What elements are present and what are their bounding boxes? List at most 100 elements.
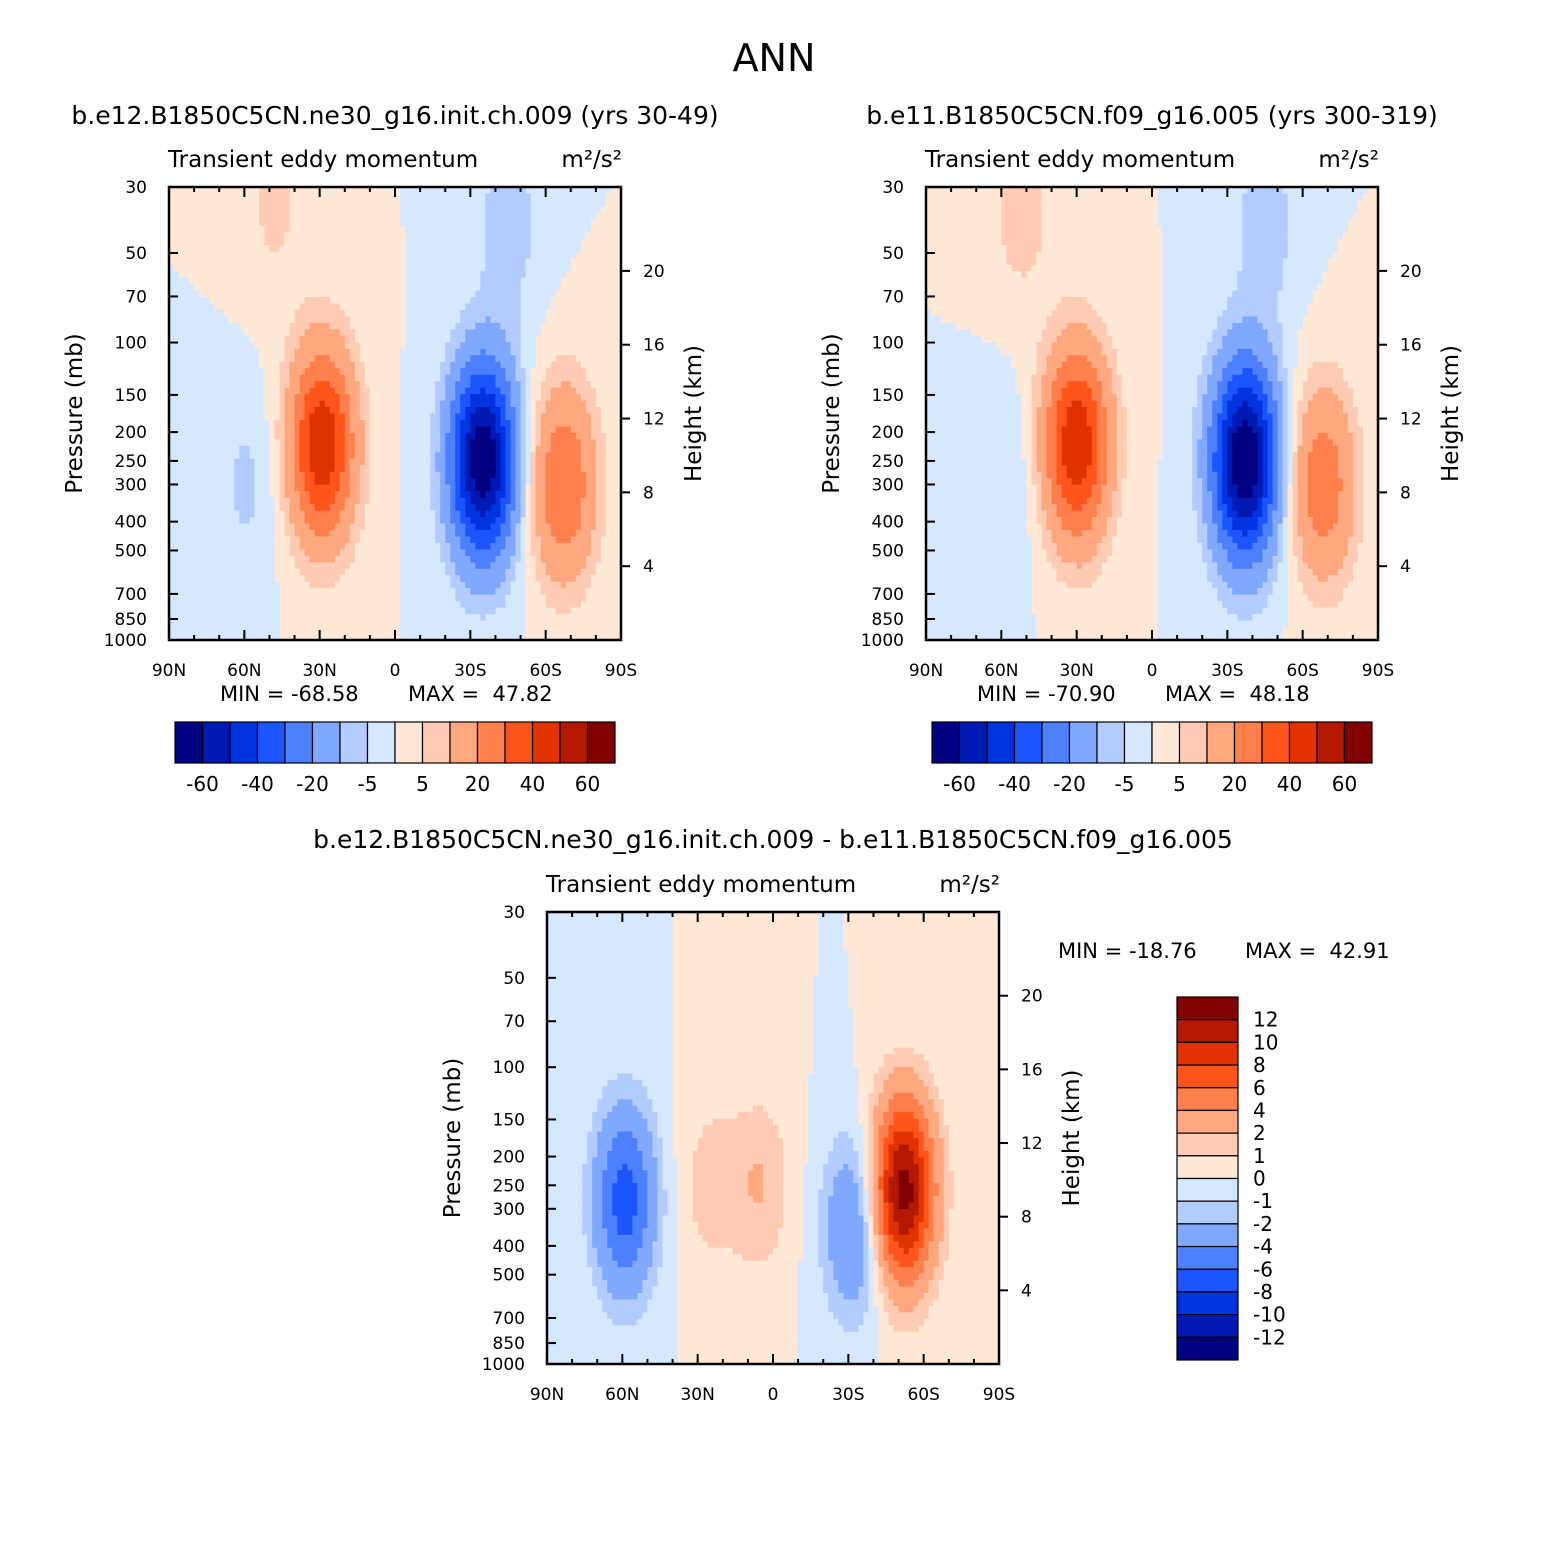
heatmap-cell [249, 523, 255, 531]
heatmap-cell [369, 484, 376, 492]
heatmap-cell [480, 432, 486, 440]
heatmap-cell [415, 316, 421, 324]
heatmap-cell [289, 271, 296, 279]
heatmap-cell [425, 303, 431, 311]
heatmap-cell [440, 413, 446, 421]
heatmap-cell [520, 465, 527, 473]
heatmap-cell [324, 523, 331, 531]
heatmap-cell [405, 329, 411, 337]
heatmap-cell [410, 342, 416, 350]
heatmap-cell [389, 187, 396, 195]
heatmap-cell [344, 277, 351, 285]
heatmap-cell [470, 322, 476, 330]
heatmap-cell [510, 439, 517, 447]
heatmap-cell [304, 426, 311, 434]
heatmap-cell [284, 199, 291, 208]
heatmap-cell [490, 407, 497, 415]
heatmap-cell [229, 290, 235, 298]
heatmap-cell [219, 478, 225, 486]
heatmap-cell [389, 465, 396, 473]
heatmap-cell [329, 497, 336, 505]
heatmap-cell [189, 303, 195, 311]
heatmap-cell [324, 478, 331, 486]
heatmap-cell [465, 251, 471, 259]
heatmap-cell [384, 264, 391, 272]
heatmap-cell [435, 206, 441, 214]
heatmap-cell [410, 523, 416, 531]
heatmap-cell [520, 329, 527, 337]
heatmap-cell [495, 471, 502, 479]
heatmap-cell [339, 633, 346, 640]
heatmap-cell [430, 497, 436, 505]
heatmap-cell [379, 277, 386, 285]
heatmap-cell [470, 594, 476, 602]
heatmap-cell [465, 555, 471, 563]
heatmap-cell [214, 394, 220, 402]
heatmap-cell [344, 471, 351, 479]
heatmap-cell [480, 633, 486, 640]
heatmap-cell [244, 458, 250, 466]
heatmap-cell [184, 510, 190, 518]
heatmap-cell [304, 316, 311, 324]
heatmap-cell [440, 251, 446, 259]
heatmap-cell [520, 471, 527, 479]
heatmap-cell [344, 504, 351, 512]
heatmap-cell [505, 568, 512, 576]
heatmap-cell [384, 478, 391, 486]
heatmap-cell [364, 452, 371, 460]
heatmap-cell [425, 555, 431, 563]
heatmap-cell [329, 245, 336, 253]
heatmap-cell [319, 491, 326, 499]
heatmap-cell [184, 322, 190, 330]
heatmap-cell [425, 394, 431, 402]
heatmap-cell [334, 542, 341, 550]
heatmap-cell [219, 355, 225, 363]
heatmap-cell [389, 594, 396, 602]
heatmap-cell [169, 445, 175, 453]
heatmap-cell [219, 316, 225, 324]
heatmap-cell [435, 387, 441, 395]
heatmap-cell [445, 407, 451, 415]
heatmap-cell [364, 187, 371, 195]
heatmap-cell [304, 484, 311, 492]
heatmap-cell [460, 614, 466, 622]
heatmap-cell [224, 335, 230, 343]
heatmap-cell [455, 458, 461, 466]
heatmap-cell [480, 290, 486, 298]
heatmap-cell [450, 271, 456, 279]
heatmap-cell [369, 555, 376, 563]
heatmap-cell [374, 426, 381, 434]
heatmap-cell [309, 225, 316, 233]
heatmap-cell [485, 368, 492, 376]
heatmap-cell [264, 329, 271, 337]
heatmap-cell [470, 361, 476, 369]
heatmap-cell [204, 491, 210, 499]
heatmap-cell [450, 394, 456, 402]
heatmap-cell [425, 620, 431, 628]
heatmap-cell [510, 426, 517, 434]
heatmap-cell [284, 219, 291, 227]
heatmap-cell [184, 555, 190, 563]
heatmap-cell [384, 594, 391, 602]
heatmap-cell [199, 193, 205, 201]
heatmap-cell [364, 303, 371, 311]
heatmap-cell [485, 568, 492, 576]
heatmap-cell [169, 361, 175, 369]
heatmap-cell [314, 187, 321, 195]
heatmap-cell [324, 368, 331, 376]
heatmap-cell [174, 523, 180, 531]
heatmap-cell [374, 329, 381, 337]
heatmap-cell [274, 594, 281, 602]
heatmap-cell [359, 400, 366, 408]
heatmap-cell [410, 445, 416, 453]
heatmap-cell [239, 445, 245, 453]
heatmap-cell [249, 187, 255, 195]
heatmap-cell [364, 523, 371, 531]
panel-top-left: b.e12.B1850C5CN.ne30_g16.init.ch.009 (yr… [62, 101, 719, 796]
heatmap-cell [475, 523, 481, 531]
heatmap-cell [520, 581, 527, 589]
heatmap-cell [174, 478, 180, 486]
heatmap-cell [420, 199, 426, 208]
heatmap-cell [395, 614, 401, 622]
heatmap-cell [229, 309, 235, 318]
